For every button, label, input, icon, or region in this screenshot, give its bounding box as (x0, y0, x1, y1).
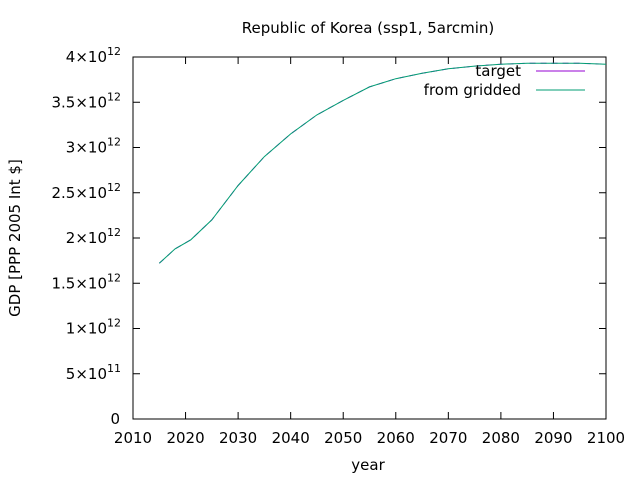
x-axis-ticks: 2010 2020 2030 2040 2050 2060 2070 2080 2090 2100 (114, 57, 625, 447)
y-tick-exponent: 12 (107, 271, 121, 284)
y-tick-label: 1×1012 (66, 317, 121, 338)
y-tick-mantissa: 2×10 (66, 229, 107, 247)
x-tick-label: 2020 (166, 429, 204, 447)
legend-label: from gridded (424, 81, 521, 99)
y-tick-mantissa: 3.5×10 (51, 93, 107, 111)
x-tick-label: 2030 (219, 429, 257, 447)
y-tick-mantissa: 1×10 (66, 320, 107, 338)
chart-title: Republic of Korea (ssp1, 5arcmin) (242, 19, 494, 37)
plot-area-border (132, 56, 607, 420)
y-tick-exponent: 12 (107, 181, 121, 194)
y-tick-label: 5×1011 (66, 362, 121, 383)
y-tick-label: 1.5×1012 (51, 271, 121, 292)
x-tick-label: 2040 (272, 429, 310, 447)
y-tick-exponent: 12 (107, 317, 121, 330)
y-tick-mantissa: 2.5×10 (51, 184, 107, 202)
x-tick-label: 2070 (429, 429, 467, 447)
y-tick-exponent: 12 (107, 90, 121, 103)
y-tick-mantissa: 4×10 (66, 48, 107, 66)
y-tick-label: 2.5×1012 (51, 181, 121, 202)
y-tick-label: 3×1012 (66, 136, 121, 157)
x-tick-label: 2050 (324, 429, 362, 447)
x-tick-label: 2090 (534, 429, 572, 447)
y-tick-label: 4×1012 (66, 45, 121, 66)
x-tick-label: 2010 (114, 429, 152, 447)
x-tick-label: 2100 (587, 429, 625, 447)
series-line-target (158, 62, 607, 264)
y-tick-exponent: 12 (107, 136, 121, 149)
series-line-from-gridded (158, 62, 607, 264)
x-tick-label: 2060 (377, 429, 415, 447)
y-tick-mantissa: 1.5×10 (51, 274, 107, 292)
x-axis-label: year (351, 456, 385, 474)
y-tick-mantissa: 5×10 (66, 365, 107, 383)
y-tick-label: 2×1012 (66, 226, 121, 247)
series-layer (158, 62, 607, 264)
y-tick-mantissa: 3×10 (66, 139, 107, 157)
legend-label: target (475, 62, 521, 80)
y-tick-label: 0 (110, 410, 120, 428)
y-tick-exponent: 12 (107, 45, 121, 58)
y-tick-mantissa: 0 (110, 410, 120, 428)
x-tick-label: 2080 (482, 429, 520, 447)
y-tick-exponent: 11 (107, 362, 121, 375)
y-tick-exponent: 12 (107, 226, 121, 239)
y-axis-ticks: 05×10111×10121.5×10122×10122.5×10123×101… (51, 45, 606, 428)
y-tick-label: 3.5×1012 (51, 90, 121, 111)
y-axis-label: GDP [PPP 2005 Int $] (6, 159, 24, 317)
